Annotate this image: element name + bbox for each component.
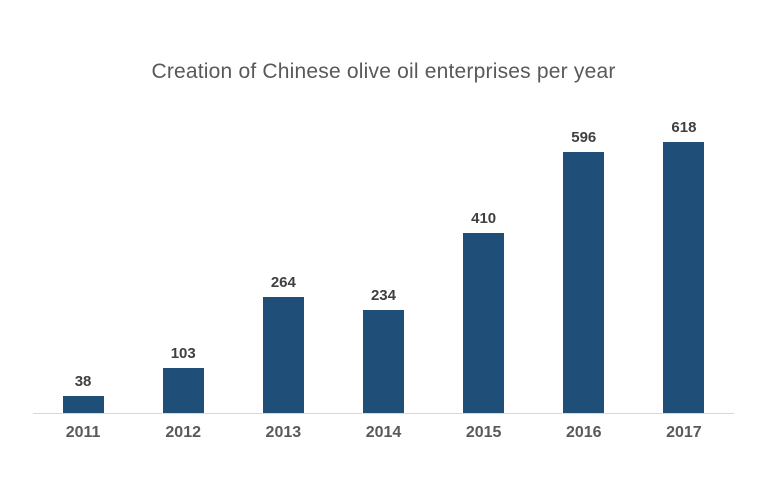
x-axis-labels: 2011 2012 2013 2014 2015 2016 2017 [33,424,734,442]
x-axis-label-2011: 2011 [65,424,101,441]
x-axis-label-2013: 2013 [265,424,302,441]
bar-column-2012: 103 [133,345,233,413]
chart-title: Creation of Chinese olive oil enterprise… [151,60,616,83]
x-axis-line [33,413,734,414]
bar-column-2017: 618 [634,119,734,413]
bar-column-2015: 410 [434,210,534,413]
bar-column-2016: 596 [534,129,634,413]
bar-2011 [62,396,104,413]
bar-column-2013: 264 [233,274,333,413]
x-axis-label-2014: 2014 [365,424,402,441]
bar-2013 [262,297,304,413]
x-axis-label-2017: 2017 [666,424,702,441]
bar-value-label-2013: 264 [270,274,296,291]
bar-value-label-2011: 38 [74,373,92,390]
plot-area: 38 103 264 234 410 596 618 2011 2012 2013 2014 201… [33,100,734,460]
bar-2012 [162,368,204,413]
bar-column-2011: 38 [33,373,133,413]
bar-value-label-2017: 618 [671,119,697,136]
bar-value-label-2015: 410 [471,210,497,227]
bar-value-label-2012: 103 [170,345,196,362]
bar-2016 [563,152,605,413]
x-axis-label-2015: 2015 [465,424,502,441]
bar-2014 [362,310,404,413]
bar-column-2014: 234 [333,287,433,413]
bar-value-label-2014: 234 [370,287,396,304]
bar-series: 38 103 264 234 410 596 618 [33,100,734,413]
bar-2015 [463,233,505,413]
x-axis-label-2012: 2012 [165,424,201,441]
x-axis-label-2016: 2016 [565,424,602,441]
bar-value-label-2016: 596 [571,129,597,146]
bar-2017 [663,142,705,413]
